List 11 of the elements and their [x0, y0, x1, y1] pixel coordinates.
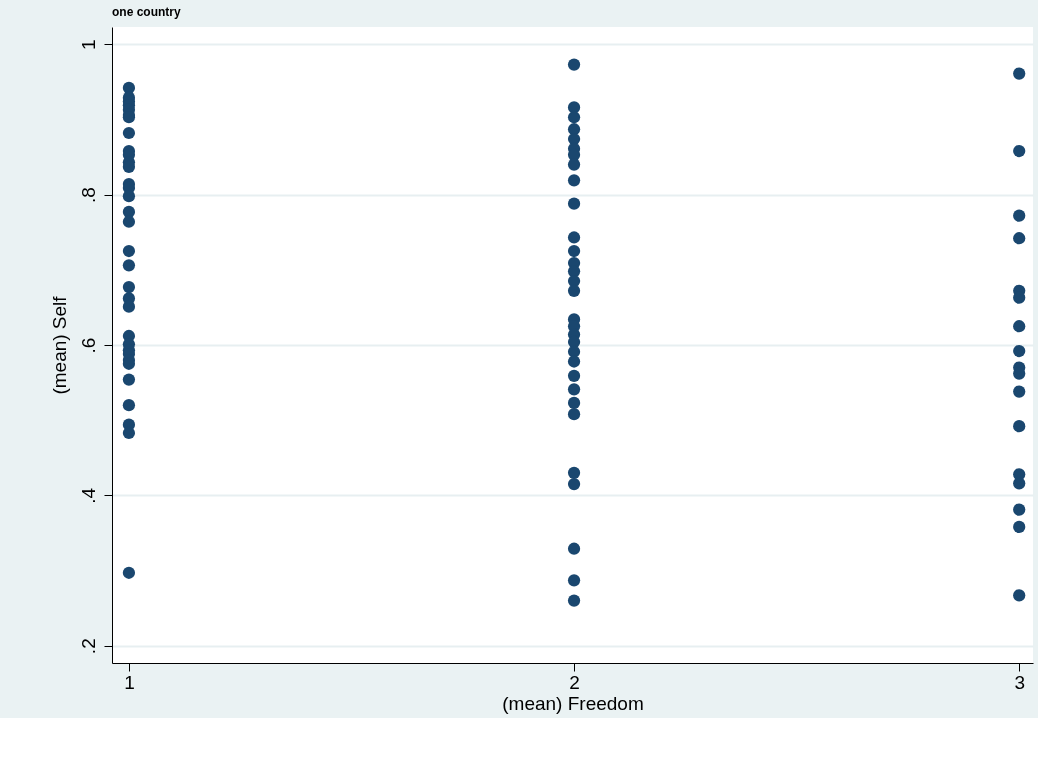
y-tick-label: .6 — [77, 337, 99, 354]
chart-title: one country — [112, 5, 181, 19]
x-tick-label: 3 — [1014, 671, 1025, 693]
y-axis-title: (mean) Self — [48, 295, 70, 395]
x-tick-label: 2 — [569, 671, 580, 693]
y-tick-label: .2 — [77, 638, 99, 655]
y-tick-label: .8 — [77, 187, 99, 204]
x-axis-title: (mean) Freedom — [502, 692, 644, 714]
x-tick-label: 1 — [124, 671, 135, 693]
y-tick-label: .4 — [77, 487, 99, 504]
y-tick-label: 1 — [77, 39, 99, 51]
